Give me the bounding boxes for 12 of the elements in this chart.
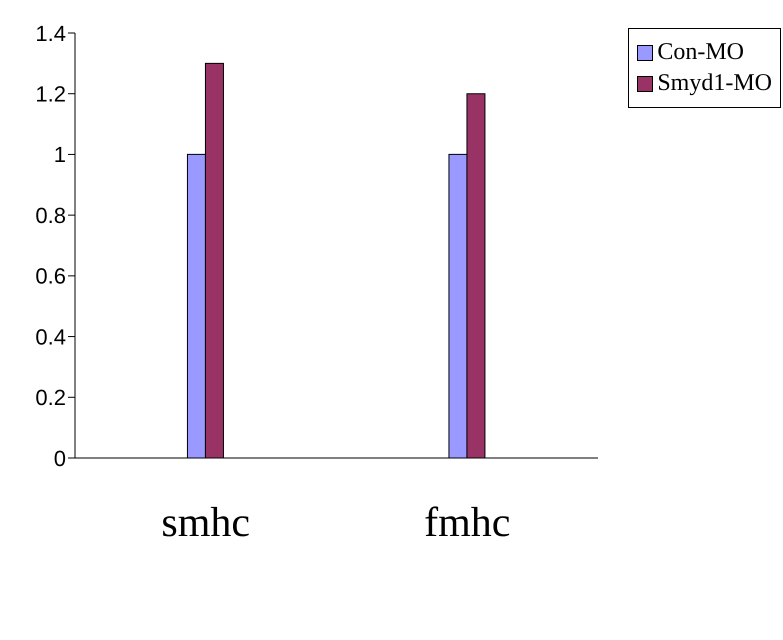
y-tick-label: 1.2 — [35, 82, 66, 107]
y-tick-label: 0.2 — [35, 385, 66, 410]
legend-label: Smyd1-MO — [657, 70, 772, 97]
legend-label: Con-MO — [657, 39, 744, 66]
y-tick-label: 0.8 — [35, 202, 66, 228]
y-tick-label: 1 — [54, 142, 66, 168]
y-tick-label: 0.4 — [35, 324, 66, 350]
y-tick-label: 1.4 — [35, 20, 66, 46]
y-tick-label: 0 — [54, 446, 66, 471]
x-tick-label: smhc — [161, 500, 250, 546]
x-tick-label: fmhc — [424, 500, 510, 546]
y-tick-label: 0.6 — [35, 264, 66, 289]
